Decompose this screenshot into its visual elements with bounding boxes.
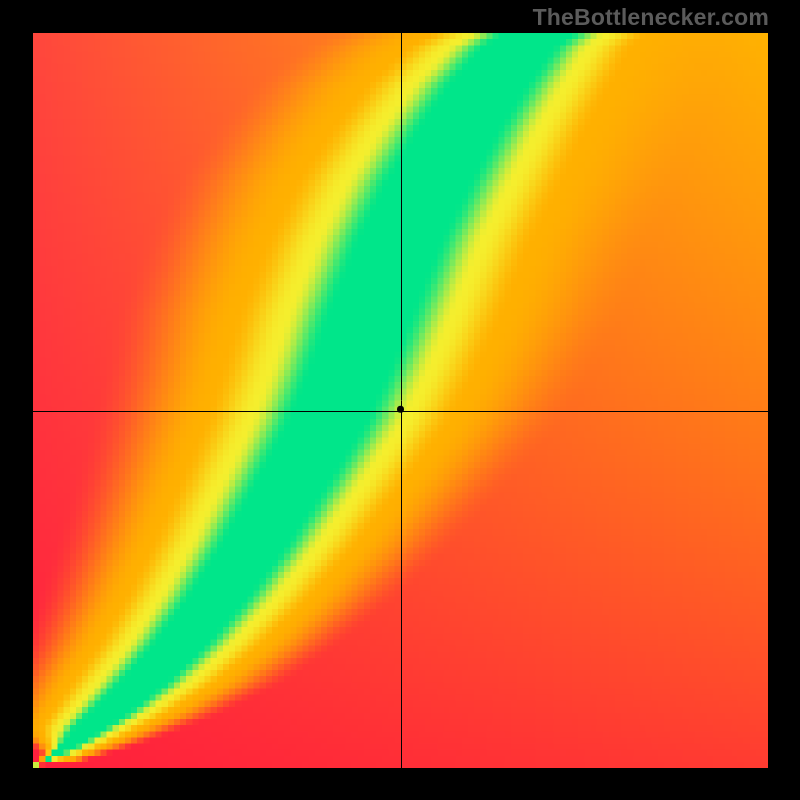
chart-frame: { "canvas": { "full_width": 800, "full_h… bbox=[0, 0, 800, 800]
crosshair-overlay bbox=[33, 33, 768, 768]
watermark-text: TheBottlenecker.com bbox=[533, 4, 769, 31]
